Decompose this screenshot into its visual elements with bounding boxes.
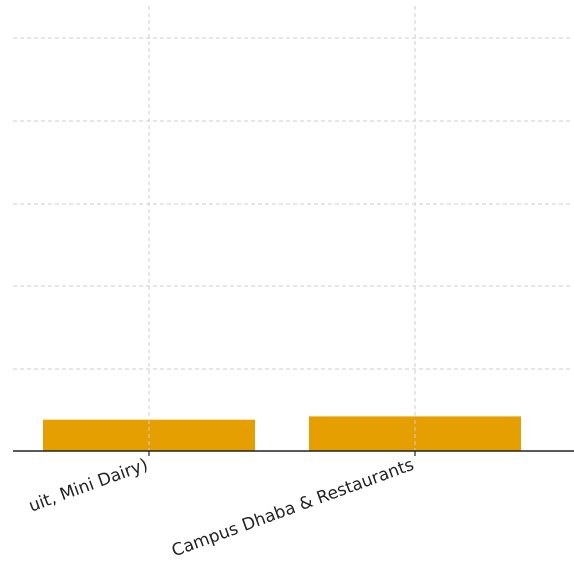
x-tick-label: Campus Dhaba & Restaurants (169, 455, 417, 561)
x-tick-label: uit, Mini Dairy) (26, 455, 150, 517)
